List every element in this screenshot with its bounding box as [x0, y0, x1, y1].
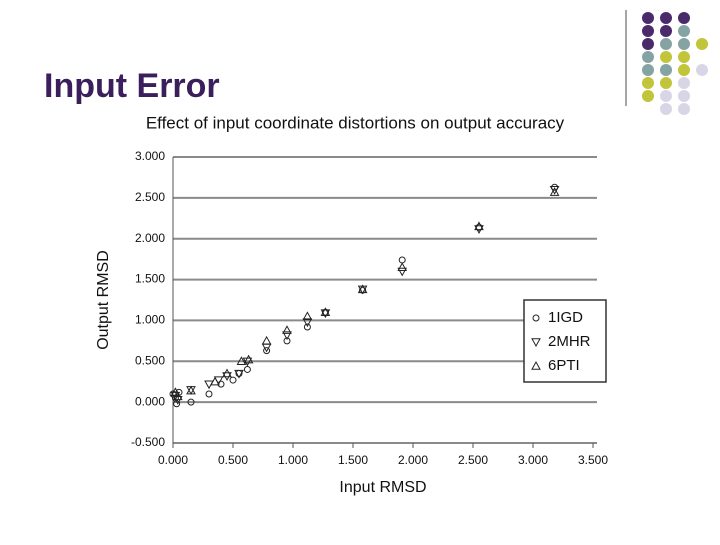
y-tick-label: 2.500: [135, 190, 165, 204]
y-tick-label: 1.000: [135, 313, 165, 327]
point: [320, 309, 331, 319]
point: [397, 267, 408, 277]
point: [222, 368, 232, 378]
point: [205, 390, 213, 398]
x-tick-label: 3.000: [518, 453, 548, 467]
y-tick-label: 0.000: [135, 394, 165, 408]
point: [187, 398, 195, 406]
point: [243, 365, 251, 373]
point: [236, 356, 247, 365]
legend-label: 1IGD: [548, 309, 583, 326]
point: [549, 185, 560, 195]
y-tick-label: 3.000: [135, 149, 165, 163]
point: [549, 187, 560, 196]
x-tick-label: 2.000: [398, 453, 428, 467]
point: [357, 284, 368, 294]
legend-label: 2MHR: [548, 333, 591, 350]
point: [229, 376, 237, 384]
slide-title: Input Error: [44, 67, 220, 105]
point: [320, 307, 331, 316]
point: [210, 376, 220, 386]
legend-marker: [531, 338, 541, 348]
y-tick-label: 1.500: [135, 272, 165, 286]
point: [551, 183, 559, 191]
x-tick-label: 2.500: [458, 453, 488, 467]
legend-box: [523, 299, 607, 383]
point: [474, 221, 484, 231]
legend-marker: [532, 314, 540, 322]
point: [303, 323, 311, 331]
point: [170, 387, 181, 397]
chart-title: Effect of input coordinate distortions o…: [146, 113, 565, 132]
point: [186, 385, 196, 395]
point: [283, 337, 291, 345]
point: [186, 386, 196, 395]
x-tick-label: 0.500: [218, 453, 248, 467]
x-axis-label: Input RMSD: [339, 479, 426, 496]
point: [261, 335, 272, 345]
point: [263, 347, 271, 355]
y-tick-label: -0.500: [131, 435, 165, 449]
point: [234, 369, 244, 379]
legend-label: 6PTI: [548, 357, 580, 374]
x-tick-label: 1.500: [338, 453, 368, 467]
decoration-dots: [625, 10, 708, 115]
point: [282, 331, 292, 341]
y-tick-label: 2.000: [135, 231, 165, 245]
legend-marker: [531, 360, 541, 370]
x-tick-label: 0.000: [158, 453, 188, 467]
point: [172, 391, 183, 401]
x-tick-label: 3.500: [578, 453, 608, 467]
point: [282, 325, 292, 334]
y-axis-label: Output RMSD: [95, 250, 112, 350]
point: [397, 262, 408, 272]
point: [243, 354, 254, 364]
point: [217, 380, 225, 388]
x-tick-label: 1.000: [278, 453, 308, 467]
point: [398, 256, 406, 264]
point: [302, 318, 313, 328]
y-tick-label: 0.500: [135, 353, 165, 367]
point: [302, 311, 313, 321]
